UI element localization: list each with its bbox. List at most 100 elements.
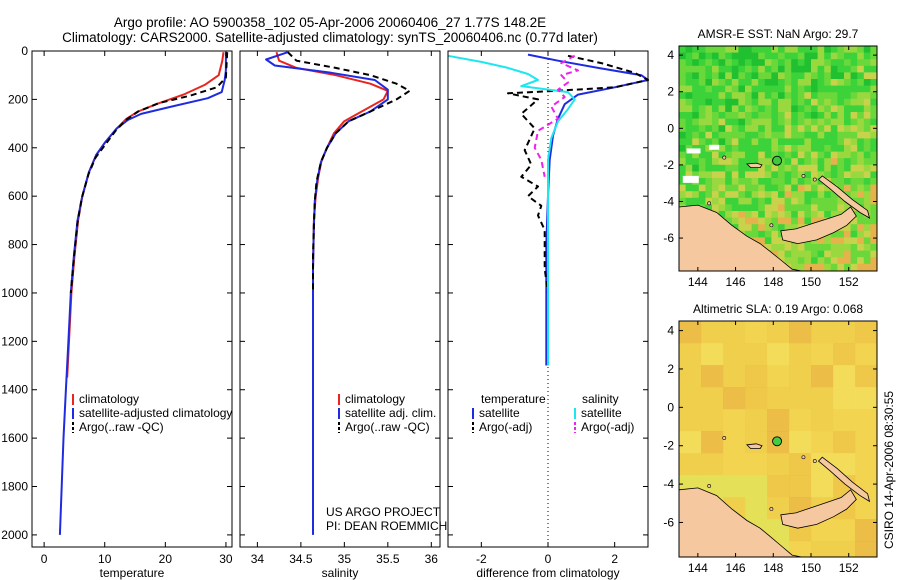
y-tick-label: 1400 — [1, 383, 28, 397]
legend-entry: climatology — [79, 392, 139, 406]
y-tick-label: -2 — [663, 439, 674, 453]
x-tick-label: 150 — [801, 275, 821, 289]
map-frame — [678, 45, 878, 272]
figure-title-line2: Climatology: CARS2000. Satellite-adjuste… — [62, 30, 598, 45]
series-line-argo-raw-qc- — [69, 52, 229, 294]
figure-title-line1: Argo profile: AO 5900358_102 05-Apr-2006… — [114, 15, 546, 30]
x-tick-label: 144 — [688, 275, 708, 289]
project-credit: US ARGO PROJECT — [326, 505, 441, 519]
small-island — [801, 173, 806, 178]
new-ireland-land — [817, 456, 871, 503]
pi-credit: PI: DEAN ROEMMICH — [326, 519, 447, 533]
y-tick-label: 2 — [667, 85, 674, 99]
map-title: Altimetric SLA: 0.19 Argo: 0.068 — [693, 302, 863, 316]
y-tick-label: -4 — [663, 477, 674, 491]
x-tick-label: 148 — [763, 561, 783, 575]
x-tick-label: 35 — [338, 552, 352, 566]
small-island — [769, 223, 774, 228]
legend-entry: Argo(-adj) — [479, 420, 532, 434]
axes-frame — [31, 50, 233, 548]
map-field — [679, 46, 877, 271]
small-island — [707, 201, 712, 206]
temperature-profile-panel: 0 10 20 30 temperature 0 200 400 600 800 1000 1200 1… — [1, 44, 233, 580]
csiro-timestamp: CSIRO 14-Apr-2006 08:30:55 — [882, 391, 896, 549]
y-tick-label: 2000 — [1, 528, 28, 542]
axes-frame — [239, 50, 441, 548]
plot-area — [240, 51, 440, 547]
y-tick-label: 4 — [667, 324, 674, 338]
argo-float-marker — [772, 436, 783, 447]
manus-island-land — [745, 162, 763, 169]
x-tick-label: -2 — [476, 552, 487, 566]
x-tick-label: 34 — [251, 552, 265, 566]
small-island — [812, 177, 817, 182]
legend-header-salinity: salinity — [582, 392, 619, 406]
y-tick-label: 4 — [667, 48, 674, 62]
y-tick-label: 600 — [8, 189, 28, 203]
x-tick-label: 10 — [98, 552, 112, 566]
series-line-salinity-argo-adj- — [533, 54, 579, 177]
y-tick-label: 0 — [21, 44, 28, 58]
sla-map-panel: 144 146 148 150 152 4 2 0 -2 -4 -6 Altimetric SLA: … — [663, 302, 878, 575]
y-tick-label: -4 — [663, 194, 674, 208]
x-tick-label: 152 — [839, 275, 859, 289]
y-tick-label: 1000 — [1, 286, 28, 300]
x-tick-label: 144 — [688, 561, 708, 575]
legend-entry: Argo(..raw -QC) — [345, 420, 430, 434]
legend-entry: satellite-adjusted climatology — [79, 406, 232, 420]
new-guinea-land — [679, 204, 802, 271]
salinity-profile-panel: 34 34.5 35 35.5 36 salinity climatologysatelli… — [239, 50, 441, 580]
new-britain-land — [780, 206, 857, 245]
y-tick-label: -6 — [663, 231, 674, 245]
legend-entry: satellite — [479, 406, 520, 420]
missing-data-patch — [682, 175, 699, 183]
plot-area — [32, 51, 232, 547]
legend-entry: satellite adj. clim. — [345, 406, 436, 420]
x-axis-label: temperature — [100, 566, 165, 580]
series-line-temperature-argo-adj- — [507, 54, 649, 294]
sst-map-panel: 144 146 148 150 152 4 2 0 -2 -4 -6 AMSR-E SST: NaN … — [663, 27, 878, 289]
x-axis-label: difference from climatology — [476, 566, 619, 580]
series-line-salinity-satellite — [447, 54, 576, 366]
small-island — [769, 507, 774, 511]
x-tick-label: 20 — [159, 552, 173, 566]
y-tick-label: 0 — [667, 121, 674, 135]
small-island — [722, 436, 727, 440]
x-tick-label: 152 — [839, 561, 859, 575]
y-tick-label: -2 — [663, 158, 674, 172]
series-line-argo-raw-qc- — [287, 51, 411, 293]
x-tick-label: 36 — [425, 552, 439, 566]
x-tick-label: 0 — [545, 552, 552, 566]
y-tick-label: 1200 — [1, 334, 28, 348]
legend-entry: Argo(..raw -QC) — [79, 420, 164, 434]
manus-island-land — [746, 443, 763, 450]
map-field — [679, 321, 877, 557]
x-tick-label: 2 — [611, 552, 618, 566]
x-tick-label: 35.5 — [376, 552, 400, 566]
y-tick-label: 0 — [667, 400, 674, 414]
legend-entry: satellite — [581, 406, 622, 420]
map-title: AMSR-E SST: NaN Argo: 29.7 — [698, 27, 859, 41]
legend-entry: climatology — [345, 392, 405, 406]
y-tick-label: 400 — [8, 141, 28, 155]
y-tick-label: -6 — [663, 515, 674, 529]
new-guinea-land — [679, 487, 802, 557]
x-tick-label: 146 — [726, 561, 746, 575]
argo-float-marker — [772, 155, 783, 166]
small-island — [812, 459, 817, 463]
missing-data-patch — [686, 148, 701, 154]
y-tick-label: 800 — [8, 238, 28, 252]
x-tick-label: 150 — [801, 561, 821, 575]
series-line-satellite-adjusted-climatology — [58, 52, 227, 535]
map-frame — [678, 320, 878, 558]
missing-data-patch — [709, 144, 720, 150]
y-tick-label: 1800 — [1, 480, 28, 494]
legend-entry: Argo(-adj) — [581, 420, 634, 434]
y-tick-label: 2 — [667, 362, 674, 376]
small-island — [801, 455, 806, 460]
new-ireland-land — [817, 175, 871, 219]
x-tick-label: 148 — [763, 275, 783, 289]
x-tick-label: 30 — [219, 552, 233, 566]
